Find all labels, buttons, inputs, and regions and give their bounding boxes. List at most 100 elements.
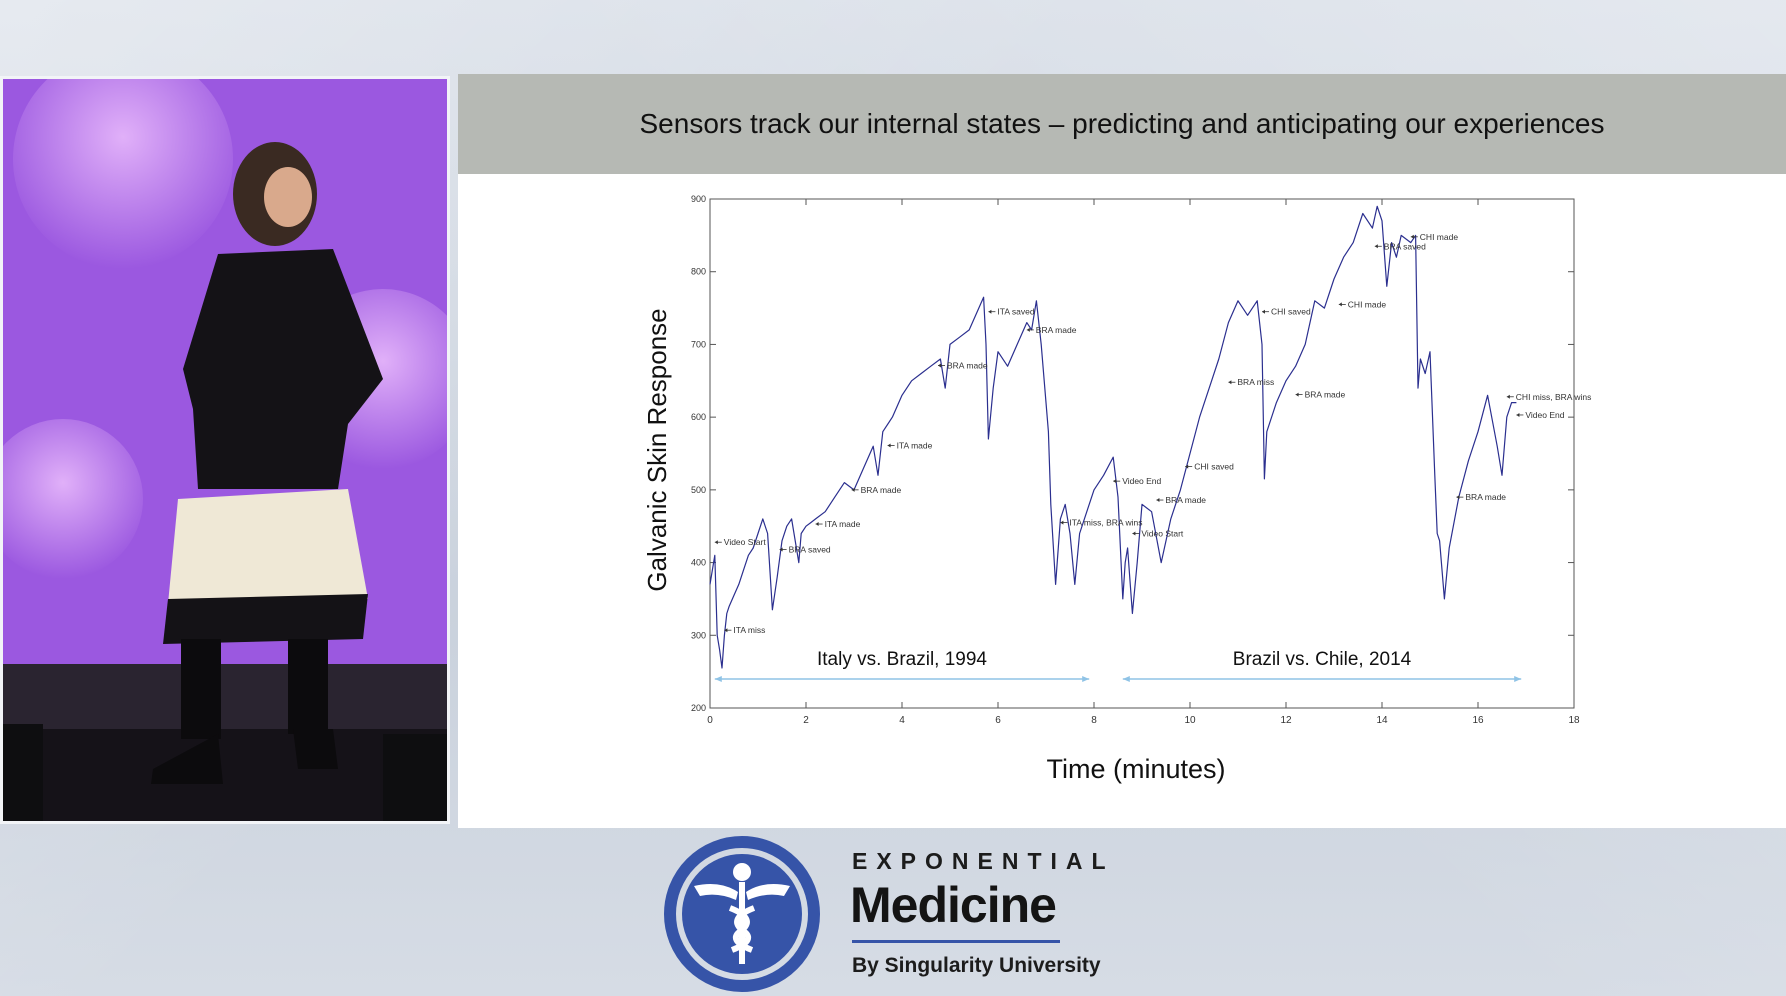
range-arrowhead-left bbox=[714, 676, 722, 682]
annotation: Video Start bbox=[714, 537, 766, 547]
y-tick-label: 500 bbox=[691, 485, 706, 495]
annotation: CHI saved bbox=[1185, 462, 1234, 472]
annotation-label: ITA saved bbox=[997, 307, 1034, 317]
match-ranges: Italy vs. Brazil, 1994 Brazil vs. Chile, … bbox=[714, 649, 1522, 682]
range-arrowhead-left bbox=[1122, 676, 1130, 682]
range-label: Brazil vs. Chile, 2014 bbox=[1233, 649, 1412, 670]
slide-title: Sensors track our internal states – pred… bbox=[639, 108, 1605, 139]
annotations: Video Start ITA miss BRA saved ITA made BRA … bbox=[714, 232, 1592, 635]
annotation-arrowhead bbox=[1338, 302, 1342, 307]
annotation: Video End bbox=[1113, 476, 1162, 486]
series-line-layer bbox=[709, 205, 1517, 669]
annotation-arrowhead bbox=[1295, 392, 1299, 397]
range-arrowhead-right bbox=[1082, 676, 1090, 682]
annotation: BRA miss bbox=[1228, 377, 1274, 387]
x-tick-label: 8 bbox=[1091, 715, 1097, 726]
logo-line-3: By Singularity University bbox=[852, 954, 1101, 977]
annotation-arrowhead bbox=[1113, 479, 1117, 484]
y-tick-label: 300 bbox=[691, 630, 706, 640]
annotation: Video End bbox=[1516, 410, 1565, 420]
annotation-label: BRA saved bbox=[1384, 241, 1426, 251]
annotation: ITA saved bbox=[988, 307, 1035, 317]
annotation: BRA made bbox=[1156, 495, 1206, 505]
speaker-video-panel bbox=[0, 76, 450, 824]
annotation-label: ITA made bbox=[897, 441, 933, 451]
annotation-arrowhead bbox=[1456, 495, 1460, 500]
x-tick-label: 6 bbox=[995, 715, 1001, 726]
annotation: BRA made bbox=[1026, 325, 1077, 335]
annotation-arrowhead bbox=[1228, 380, 1232, 385]
annotation-label: Video End bbox=[1525, 410, 1564, 420]
annotation-label: BRA made bbox=[1165, 495, 1206, 505]
range-label: Italy vs. Brazil, 1994 bbox=[817, 649, 987, 670]
annotation-arrowhead bbox=[779, 547, 783, 552]
annotation-label: BRA made bbox=[1036, 325, 1077, 335]
speaker-video bbox=[3, 79, 447, 821]
annotation: BRA made bbox=[938, 361, 988, 371]
annotation-arrowhead bbox=[1026, 327, 1030, 332]
annotation: BRA made bbox=[1295, 390, 1346, 400]
annotation-arrowhead bbox=[938, 363, 941, 368]
x-tick-label: 12 bbox=[1280, 715, 1292, 726]
annotation: Video Start bbox=[1132, 528, 1184, 538]
annotation: BRA saved bbox=[779, 544, 831, 554]
x-tick-label: 16 bbox=[1472, 715, 1484, 726]
annotation-label: BRA made bbox=[947, 361, 988, 371]
annotation-label: BRA made bbox=[861, 485, 902, 495]
annotation: CHI miss, BRA wins bbox=[1506, 392, 1592, 402]
annotation: CHI made bbox=[1410, 232, 1459, 242]
annotation-label: BRA miss bbox=[1237, 377, 1274, 387]
plot-area-frame bbox=[709, 198, 1575, 709]
annotation-arrowhead bbox=[724, 628, 728, 633]
axis-ticks bbox=[709, 198, 1575, 709]
annotation-arrowhead bbox=[1374, 244, 1378, 249]
y-tick-label: 600 bbox=[691, 412, 706, 422]
annotation-label: ITA miss bbox=[733, 625, 765, 635]
match-range: Brazil vs. Chile, 2014 bbox=[1122, 649, 1522, 682]
slide-title-bar: Sensors track our internal states – pred… bbox=[458, 74, 1786, 174]
annotation-arrowhead bbox=[1185, 464, 1189, 469]
x-tick-labels: 0 2 4 6 8 10 12 14 16 18 bbox=[707, 715, 1580, 726]
annotation-arrowhead bbox=[988, 309, 992, 314]
logo-line-2: Medicine bbox=[850, 877, 1057, 933]
range-arrowhead-right bbox=[1514, 676, 1522, 682]
logo-divider bbox=[852, 940, 1060, 943]
annotation-label: BRA saved bbox=[789, 544, 831, 554]
slide-panel: Sensors track our internal states – pred… bbox=[458, 74, 1786, 828]
annotation-label: CHI miss, BRA wins bbox=[1516, 392, 1592, 402]
x-tick-label: 14 bbox=[1376, 715, 1388, 726]
annotation-arrowhead bbox=[851, 487, 855, 492]
annotation-label: ITA made bbox=[825, 519, 861, 529]
annotation-arrowhead bbox=[1410, 234, 1414, 239]
y-axis-label: Galvanic Skin Response bbox=[642, 308, 672, 591]
y-tick-label: 400 bbox=[691, 558, 706, 568]
annotation: ITA made bbox=[887, 441, 933, 451]
y-tick-label: 700 bbox=[691, 339, 706, 349]
x-axis-label: Time (minutes) bbox=[1046, 754, 1225, 784]
y-tick-label: 800 bbox=[691, 267, 706, 277]
gsr-chart: 0 2 4 6 8 10 12 14 16 18 200 300 400 500 600 700 800 900… bbox=[642, 194, 1592, 784]
annotation: BRA made bbox=[851, 485, 902, 495]
annotation: BRA made bbox=[1456, 492, 1506, 502]
caduceus-icon bbox=[664, 836, 820, 992]
annotation-arrowhead bbox=[1060, 520, 1064, 525]
annotation-label: CHI saved bbox=[1271, 307, 1311, 317]
annotation-arrowhead bbox=[887, 443, 891, 448]
annotation-arrowhead bbox=[1132, 531, 1136, 536]
annotation: CHI made bbox=[1338, 299, 1387, 309]
annotation-label: BRA made bbox=[1305, 390, 1346, 400]
annotation-label: CHI made bbox=[1348, 299, 1387, 309]
annotation-label: CHI made bbox=[1420, 232, 1459, 242]
exponential-medicine-logo: EXPONENTIAL Medicine By Singularity Univ… bbox=[660, 836, 1130, 996]
y-tick-labels: 200 300 400 500 600 700 800 900 bbox=[691, 194, 706, 713]
annotation: ITA made bbox=[815, 519, 861, 529]
annotation-arrowhead bbox=[1506, 394, 1510, 399]
annotation-label: Video End bbox=[1122, 476, 1161, 486]
x-tick-label: 4 bbox=[899, 715, 905, 726]
x-tick-label: 2 bbox=[803, 715, 809, 726]
annotation-arrowhead bbox=[1156, 498, 1160, 503]
annotation-label: Video Start bbox=[1141, 528, 1184, 538]
annotation: BRA saved bbox=[1374, 241, 1426, 251]
y-tick-label: 200 bbox=[691, 703, 706, 713]
annotation: ITA miss, BRA wins bbox=[1060, 518, 1142, 528]
